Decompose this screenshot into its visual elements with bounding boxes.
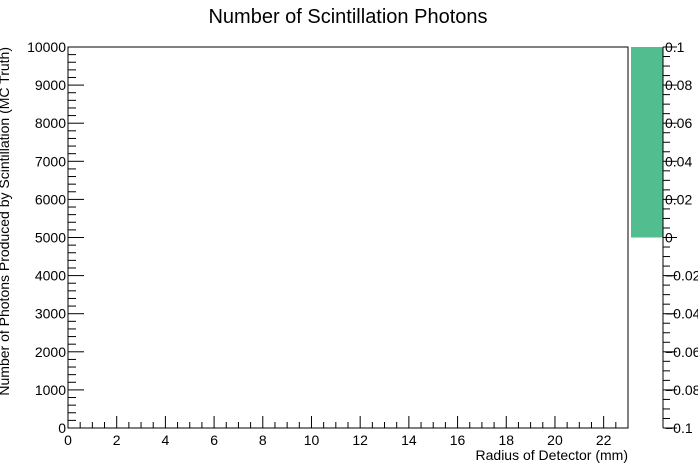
x-tick-label: 14 <box>401 432 417 448</box>
z-tick-label: 0.02 <box>665 191 692 207</box>
y-tick-label: 1000 <box>35 382 66 398</box>
x-tick-label: 4 <box>161 432 169 448</box>
x-tick-label: 22 <box>596 432 612 448</box>
y-tick-label: 9000 <box>35 77 66 93</box>
y-tick-label: 2000 <box>35 344 66 360</box>
x-axis-label: Radius of Detector (mm) <box>476 447 628 463</box>
z-axis-ticks <box>663 46 677 429</box>
x-tick-label: 0 <box>64 432 72 448</box>
y-tick-label: 8000 <box>35 115 66 131</box>
z-tick-label: −0.08 <box>665 382 698 398</box>
z-axis-tick-labels: −0.1 −0.08 −0.06 −0.04 −0.02 0 0.02 0.04 0.06 0.0… <box>665 39 698 436</box>
z-tick-label: 0 <box>665 230 673 246</box>
y-axis-ticks <box>68 46 84 429</box>
x-tick-label: 20 <box>547 432 563 448</box>
x-tick-label: 12 <box>352 432 368 448</box>
y-tick-label: 6000 <box>35 191 66 207</box>
z-tick-label: 0.06 <box>665 115 692 131</box>
z-tick-label: 0.08 <box>665 77 692 93</box>
x-tick-label: 6 <box>210 432 218 448</box>
y-axis-tick-labels: 0 1000 2000 3000 4000 5000 6000 7000 8000 9000 100… <box>27 39 66 436</box>
x-tick-label: 16 <box>450 432 466 448</box>
z-tick-label: −0.06 <box>665 344 698 360</box>
y-tick-label: 5000 <box>35 230 66 246</box>
y-tick-label: 10000 <box>27 39 66 55</box>
plot-frame <box>67 46 629 429</box>
z-tick-label: −0.02 <box>665 268 698 284</box>
y-tick-label: 7000 <box>35 153 66 169</box>
y-axis-label: Number of Photons Produced by Scintillat… <box>0 47 12 396</box>
x-axis-tick-labels: 0 2 4 6 8 10 12 14 16 18 20 22 <box>64 432 612 448</box>
y-tick-label: 0 <box>58 420 66 436</box>
z-tick-label: 0.1 <box>665 39 685 55</box>
z-tick-label: 0.04 <box>665 153 692 169</box>
x-tick-label: 8 <box>259 432 267 448</box>
chart-title: Number of Scintillation Photons <box>208 6 487 28</box>
color-palette-fill <box>631 47 663 238</box>
y-tick-label: 3000 <box>35 306 66 322</box>
z-tick-label: −0.04 <box>665 306 698 322</box>
z-tick-label: −0.1 <box>665 420 693 436</box>
x-axis-ticks <box>67 416 629 428</box>
y-tick-label: 4000 <box>35 268 66 284</box>
x-tick-label: 10 <box>304 432 320 448</box>
x-tick-label: 18 <box>498 432 514 448</box>
x-tick-label: 2 <box>113 432 121 448</box>
